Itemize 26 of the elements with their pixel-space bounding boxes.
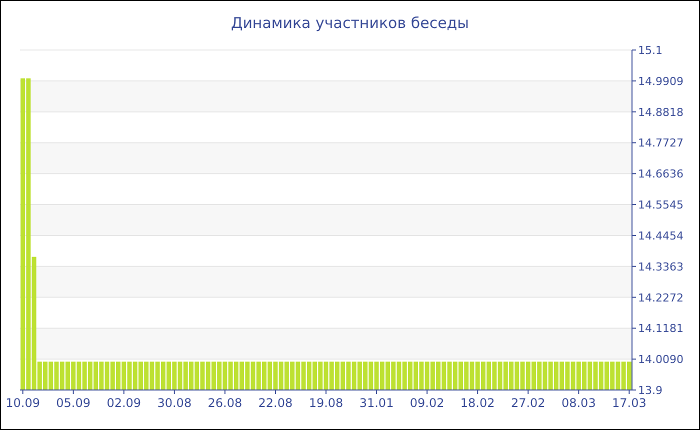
x-tick-label: 10.09 [6,396,40,410]
x-tick-label: 08.03 [561,396,596,410]
x-tick-label: 02.09 [106,396,142,410]
x-tick-label: 17.03 [612,396,646,410]
y-tick-label: 14.6636 [638,168,684,181]
y-tick-label: 14.3363 [638,260,684,274]
x-tick-label: 22.08 [258,396,293,410]
y-tick-label: 14.0090 [638,353,684,366]
y-tick-label: 14.1181 [638,322,684,336]
y-tick-label: 14.5545 [638,198,684,212]
x-tick-label: 31.01 [359,396,394,410]
x-tick-label: 18.02 [460,396,495,410]
x-tick-label: 19.08 [308,396,344,410]
chart-title: Динамика участников беседы [230,14,470,32]
x-tick-label: 30.08 [157,396,192,410]
y-tick-label: 14.2272 [638,291,684,304]
y-tick-label: 14.8818 [638,106,684,119]
y-tick-label: 13.9 [638,384,662,397]
y-tick-label: 14.9909 [638,74,684,88]
x-tick-label: 09.02 [410,396,444,410]
y-tick-label: 14.4454 [638,229,684,242]
x-tick-label: 05.09 [56,396,91,410]
x-tick-label: 26.08 [208,396,242,410]
x-tick-label: 27.02 [510,396,546,410]
y-tick-label: 15.1 [638,44,662,57]
y-tick-label: 14.7727 [638,136,684,150]
